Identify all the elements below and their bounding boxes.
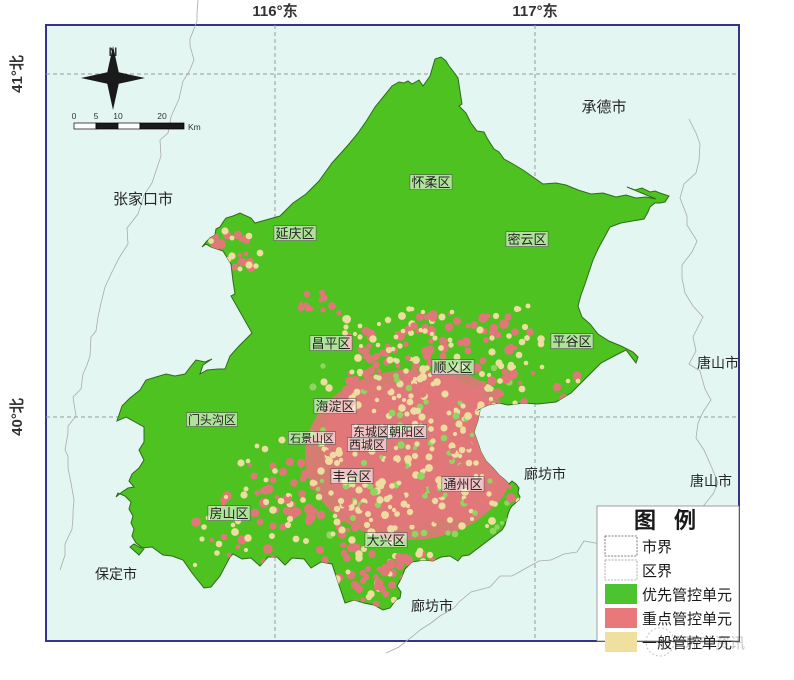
svg-text:大兴区: 大兴区 [366,533,405,548]
svg-text:承德市: 承德市 [581,98,626,116]
svg-text:西城区: 西城区 [349,438,385,452]
svg-text:丰台区: 丰台区 [332,469,371,484]
svg-text:唐山市: 唐山市 [690,473,732,489]
svg-text:区界: 区界 [642,563,672,580]
svg-text:通州区: 通州区 [443,477,482,492]
svg-text:怀柔区: 怀柔区 [411,175,450,190]
svg-text:石景山区: 石景山区 [290,432,334,445]
svg-text:廊坊市: 廊坊市 [524,466,566,482]
svg-text:海淀区: 海淀区 [315,399,354,414]
svg-text:门头沟区: 门头沟区 [188,412,236,427]
svg-text:Km: Km [188,122,201,132]
svg-text:环升资讯: 环升资讯 [685,635,745,652]
svg-text:10: 10 [113,111,123,121]
svg-text:优先管控单元: 优先管控单元 [642,587,732,604]
svg-text:廊坊市: 廊坊市 [411,598,453,614]
svg-text:密云区: 密云区 [507,232,546,247]
svg-text:图 例: 图 例 [634,508,702,533]
svg-text:昌平区: 昌平区 [311,336,350,351]
svg-text:117°东: 117°东 [512,2,557,20]
svg-text:重点管控单元: 重点管控单元 [642,611,732,628]
svg-text:20: 20 [157,111,167,121]
svg-text:116°东: 116°东 [252,2,297,20]
svg-text:市界: 市界 [642,539,672,556]
svg-text:东城区: 东城区 [353,425,389,439]
svg-text:唐山市: 唐山市 [697,355,739,371]
svg-text:40°北: 40°北 [9,398,26,436]
svg-text:朝阳区: 朝阳区 [389,425,425,439]
svg-text:平谷区: 平谷区 [552,334,591,349]
svg-text:房山区: 房山区 [209,506,248,521]
svg-text:顺义区: 顺义区 [433,360,472,375]
svg-text:保定市: 保定市 [95,566,137,582]
svg-text:延庆区: 延庆区 [275,226,314,241]
svg-text:41°北: 41°北 [9,55,26,93]
svg-text:张家口市: 张家口市 [113,191,173,208]
svg-text:5: 5 [94,111,99,121]
svg-text:0: 0 [72,111,77,121]
